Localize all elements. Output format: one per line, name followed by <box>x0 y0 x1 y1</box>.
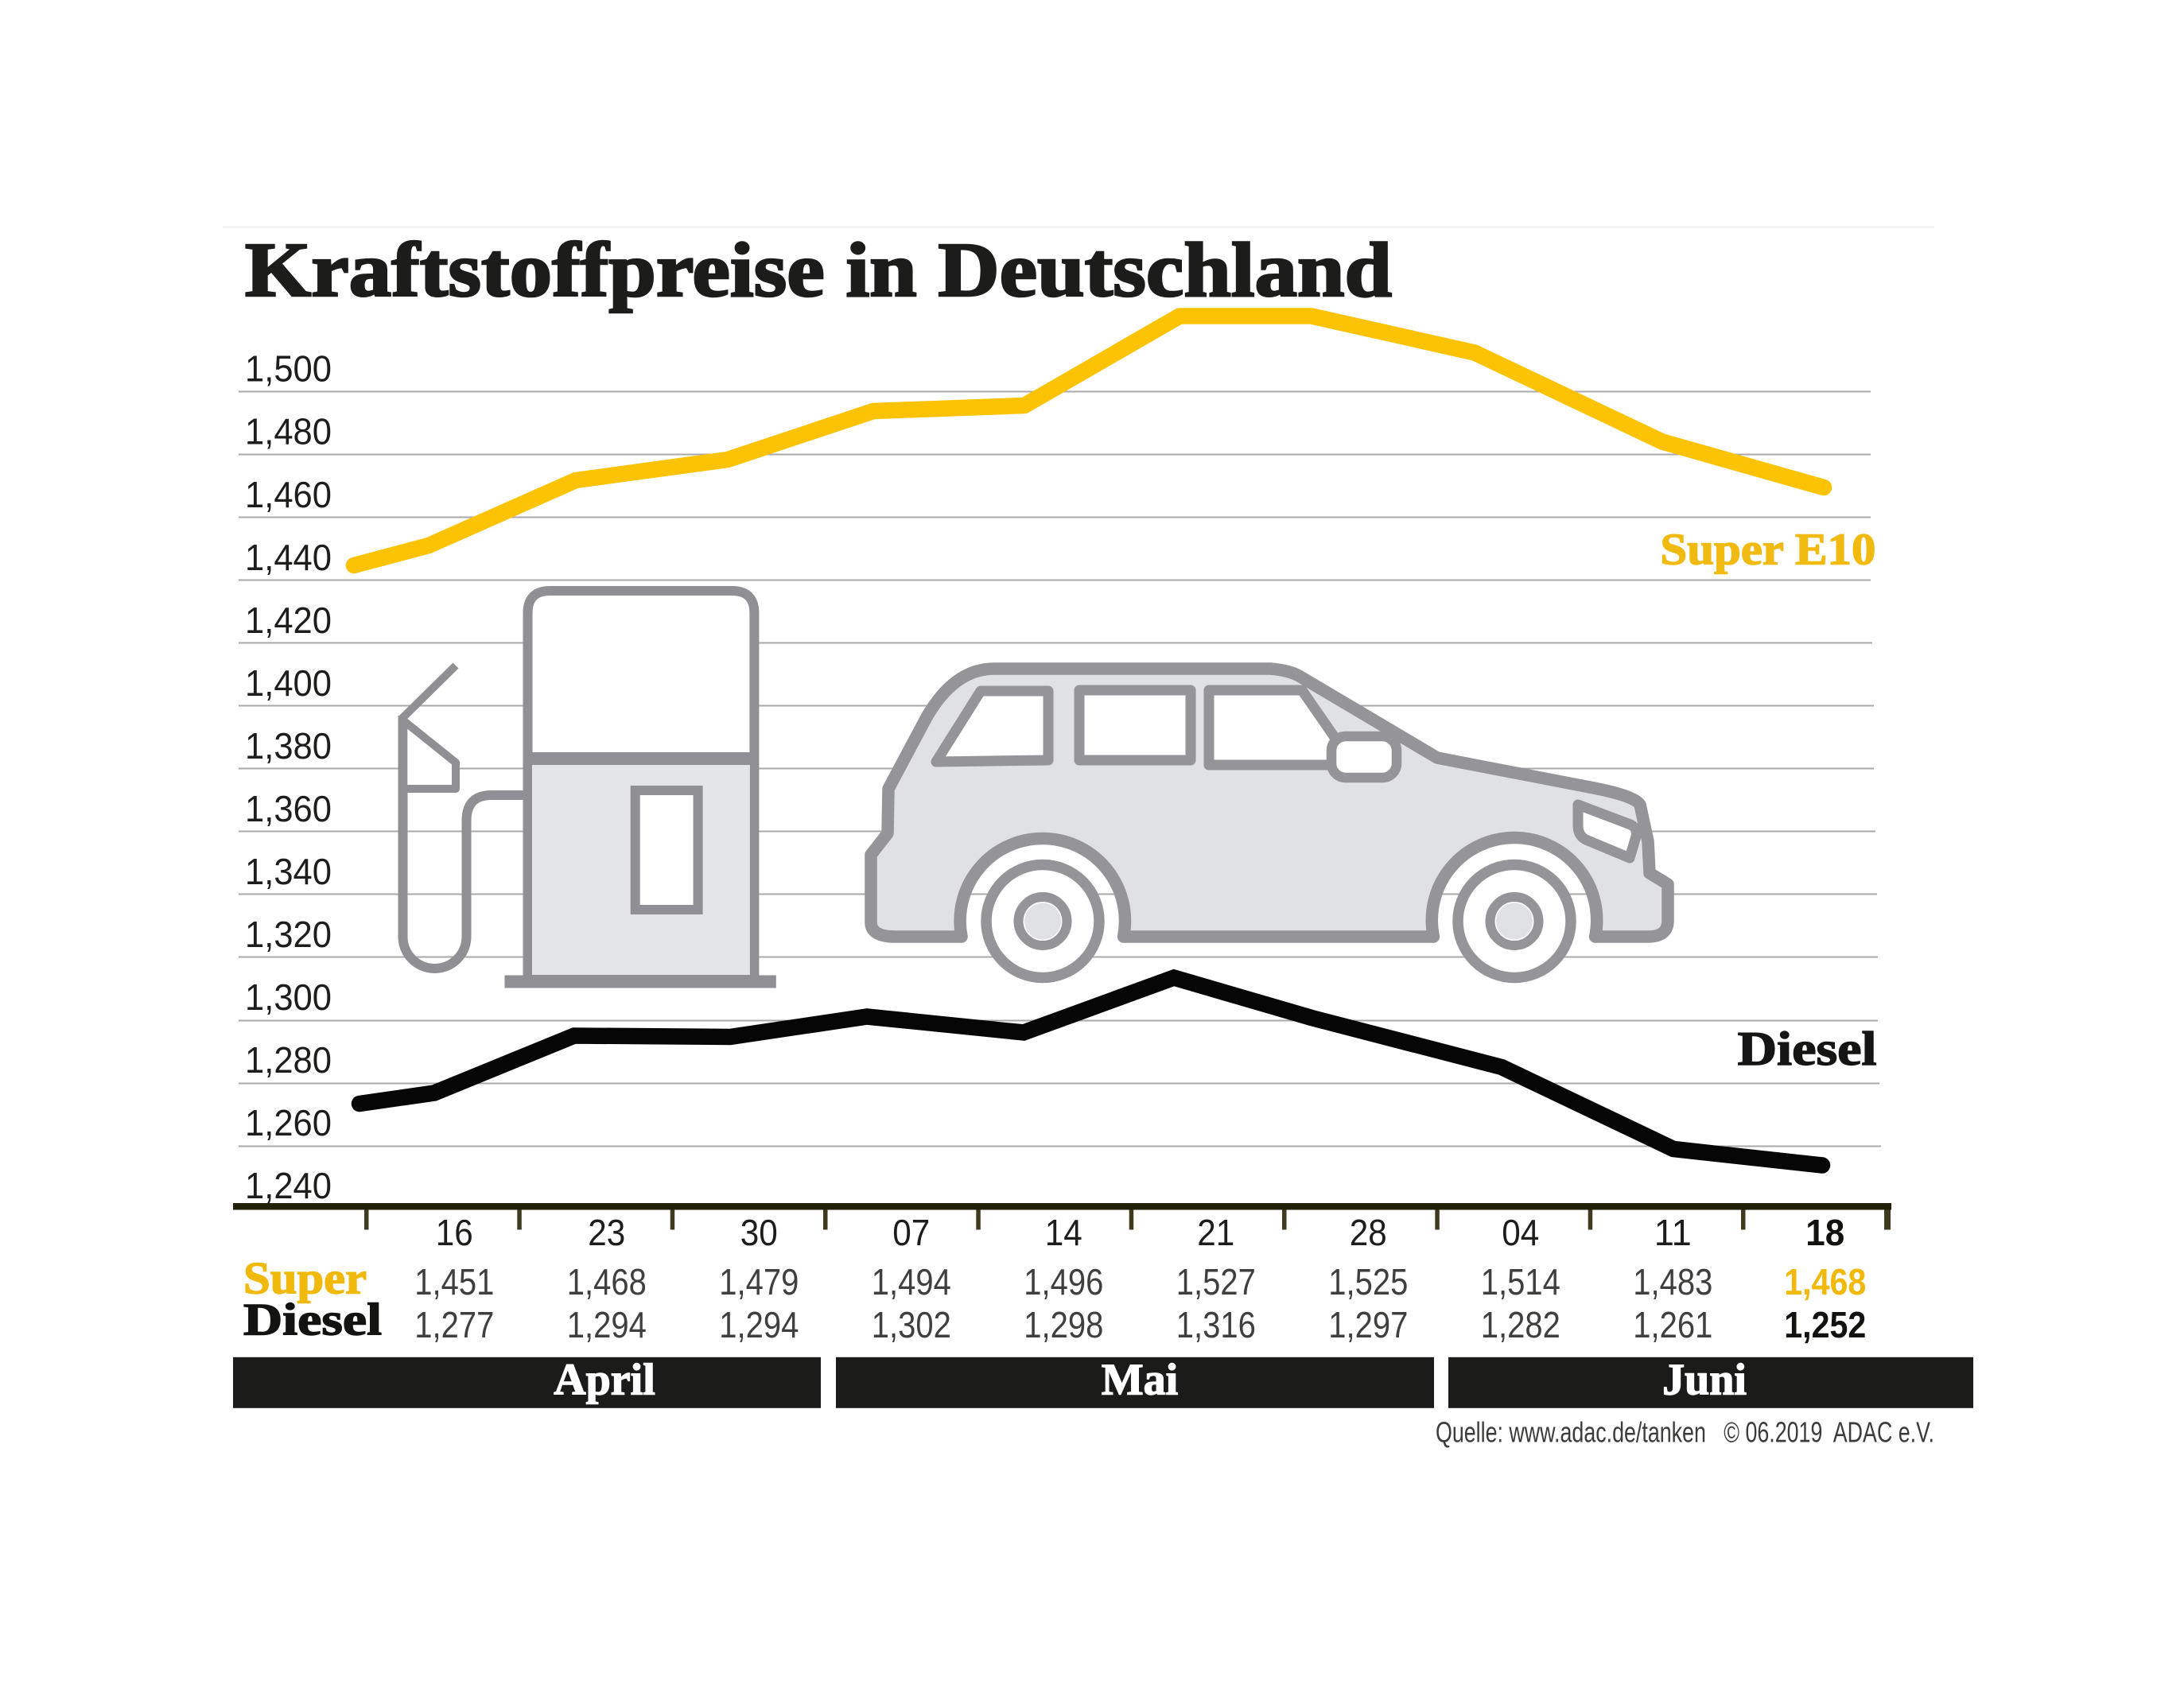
svg-text:1,451: 1,451 <box>414 1261 494 1302</box>
svg-text:1,460: 1,460 <box>245 474 332 515</box>
svg-text:1,277: 1,277 <box>414 1304 494 1345</box>
svg-text:1,483: 1,483 <box>1633 1261 1712 1302</box>
svg-text:1,316: 1,316 <box>1176 1304 1256 1345</box>
svg-text:28: 28 <box>1350 1212 1387 1253</box>
svg-text:1,514: 1,514 <box>1481 1261 1560 1302</box>
svg-text:1,360: 1,360 <box>245 788 332 829</box>
svg-text:23: 23 <box>588 1212 625 1253</box>
svg-text:11: 11 <box>1654 1212 1692 1253</box>
svg-text:1,500: 1,500 <box>245 348 332 390</box>
svg-text:1,420: 1,420 <box>245 600 332 641</box>
svg-text:1,400: 1,400 <box>245 662 332 704</box>
svg-text:1,340: 1,340 <box>245 851 332 892</box>
svg-text:07: 07 <box>892 1212 930 1253</box>
svg-text:1,252: 1,252 <box>1784 1304 1866 1345</box>
svg-text:04: 04 <box>1502 1212 1539 1253</box>
svg-text:1,496: 1,496 <box>1024 1261 1103 1302</box>
svg-text:Diesel: Diesel <box>1738 1023 1877 1075</box>
svg-text:1,280: 1,280 <box>245 1039 332 1081</box>
svg-text:30: 30 <box>740 1212 778 1253</box>
svg-text:1,298: 1,298 <box>1024 1304 1103 1345</box>
svg-text:Super E10: Super E10 <box>1660 526 1875 575</box>
svg-text:Kraftstoffpreise in Deutschlan: Kraftstoffpreise in Deutschland <box>245 227 1392 312</box>
svg-text:1,479: 1,479 <box>719 1261 799 1302</box>
svg-text:21: 21 <box>1197 1212 1234 1253</box>
svg-text:1,525: 1,525 <box>1328 1261 1408 1302</box>
svg-text:1,302: 1,302 <box>872 1304 951 1345</box>
svg-text:1,300: 1,300 <box>245 976 332 1018</box>
svg-text:1,260: 1,260 <box>245 1102 332 1143</box>
svg-text:1,480: 1,480 <box>245 411 332 452</box>
svg-text:1,294: 1,294 <box>719 1304 799 1345</box>
svg-text:1,494: 1,494 <box>872 1261 951 1302</box>
svg-text:1,320: 1,320 <box>245 914 332 955</box>
svg-text:14: 14 <box>1045 1212 1082 1253</box>
svg-text:18: 18 <box>1805 1212 1844 1253</box>
svg-text:1,294: 1,294 <box>567 1304 647 1345</box>
svg-text:Super: Super <box>243 1254 367 1304</box>
svg-text:Quelle: www.adac.de/tanken ©: Quelle: www.adac.de/tanken © 06.2019 ADA… <box>1436 1415 1934 1448</box>
svg-text:1,282: 1,282 <box>1481 1304 1560 1345</box>
svg-text:1,468: 1,468 <box>567 1261 647 1302</box>
svg-text:1,527: 1,527 <box>1176 1261 1256 1302</box>
svg-text:1,240: 1,240 <box>245 1165 332 1206</box>
svg-text:1,440: 1,440 <box>245 537 332 578</box>
svg-text:1,380: 1,380 <box>245 725 332 767</box>
svg-text:April: April <box>554 1356 655 1405</box>
svg-text:Diesel: Diesel <box>243 1295 382 1345</box>
svg-text:16: 16 <box>436 1212 473 1253</box>
svg-text:1,297: 1,297 <box>1328 1304 1408 1345</box>
svg-text:Mai: Mai <box>1102 1356 1178 1405</box>
svg-text:1,468: 1,468 <box>1784 1261 1866 1302</box>
svg-text:1,261: 1,261 <box>1633 1304 1712 1345</box>
svg-text:Juni: Juni <box>1662 1356 1747 1405</box>
